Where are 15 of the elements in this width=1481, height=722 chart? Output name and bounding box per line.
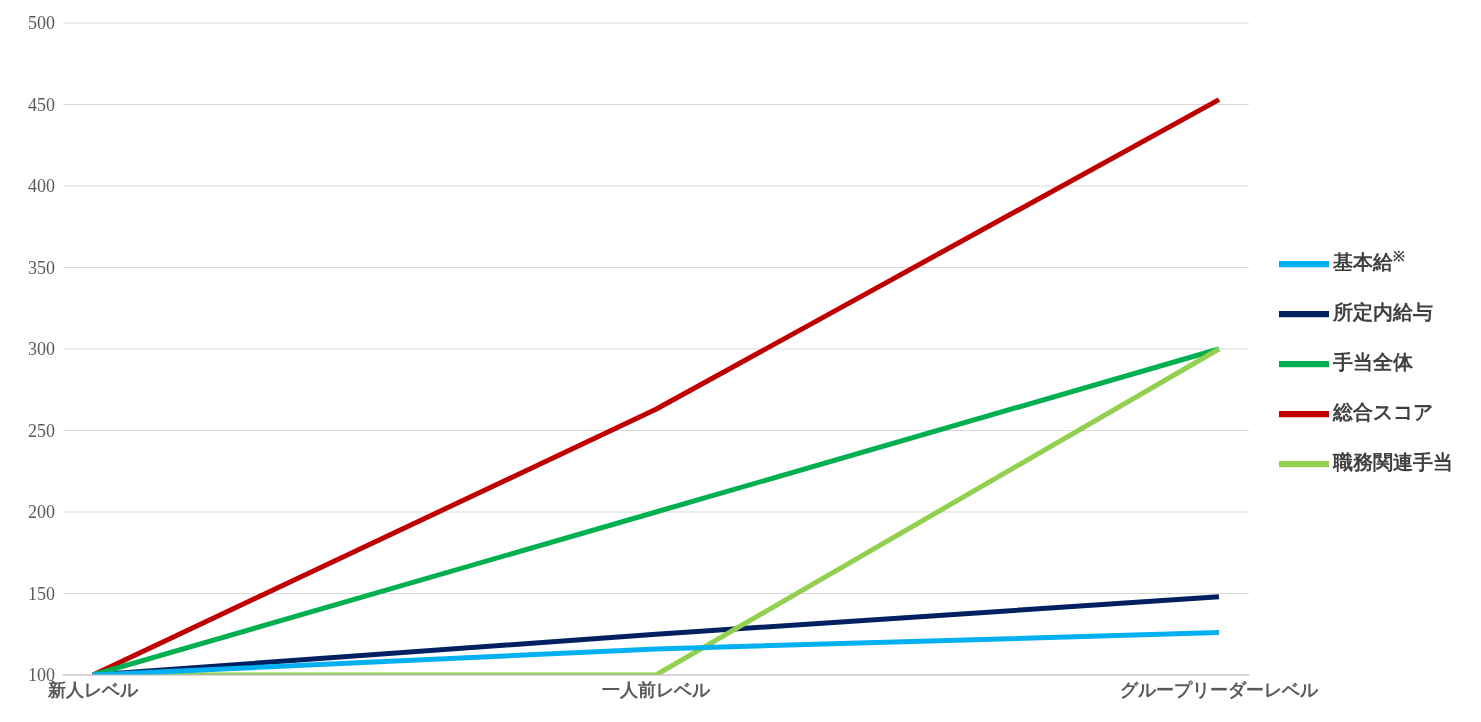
x-tick-label: 一人前レベル [602, 679, 711, 700]
legend-label: 職務関連手当 [1333, 450, 1453, 473]
y-tick-label: 400 [28, 176, 55, 197]
y-tick-label: 350 [28, 257, 55, 278]
y-tick-label: 150 [28, 583, 55, 604]
y-tick-label: 450 [28, 94, 55, 115]
legend-label: 基本給$^{※}$ [1333, 248, 1405, 273]
y-tick-label: 300 [28, 339, 55, 360]
legend-label: 手当全体 [1333, 350, 1413, 373]
y-tick-label: 500 [28, 13, 55, 34]
legend-label: 所定内給与 [1333, 300, 1433, 323]
y-tick-label: 200 [28, 502, 55, 523]
x-tick-label: グループリーダーレベル [1120, 679, 1319, 700]
y-tick-label: 250 [28, 420, 55, 441]
legend-label: 総合スコア [1333, 400, 1433, 423]
